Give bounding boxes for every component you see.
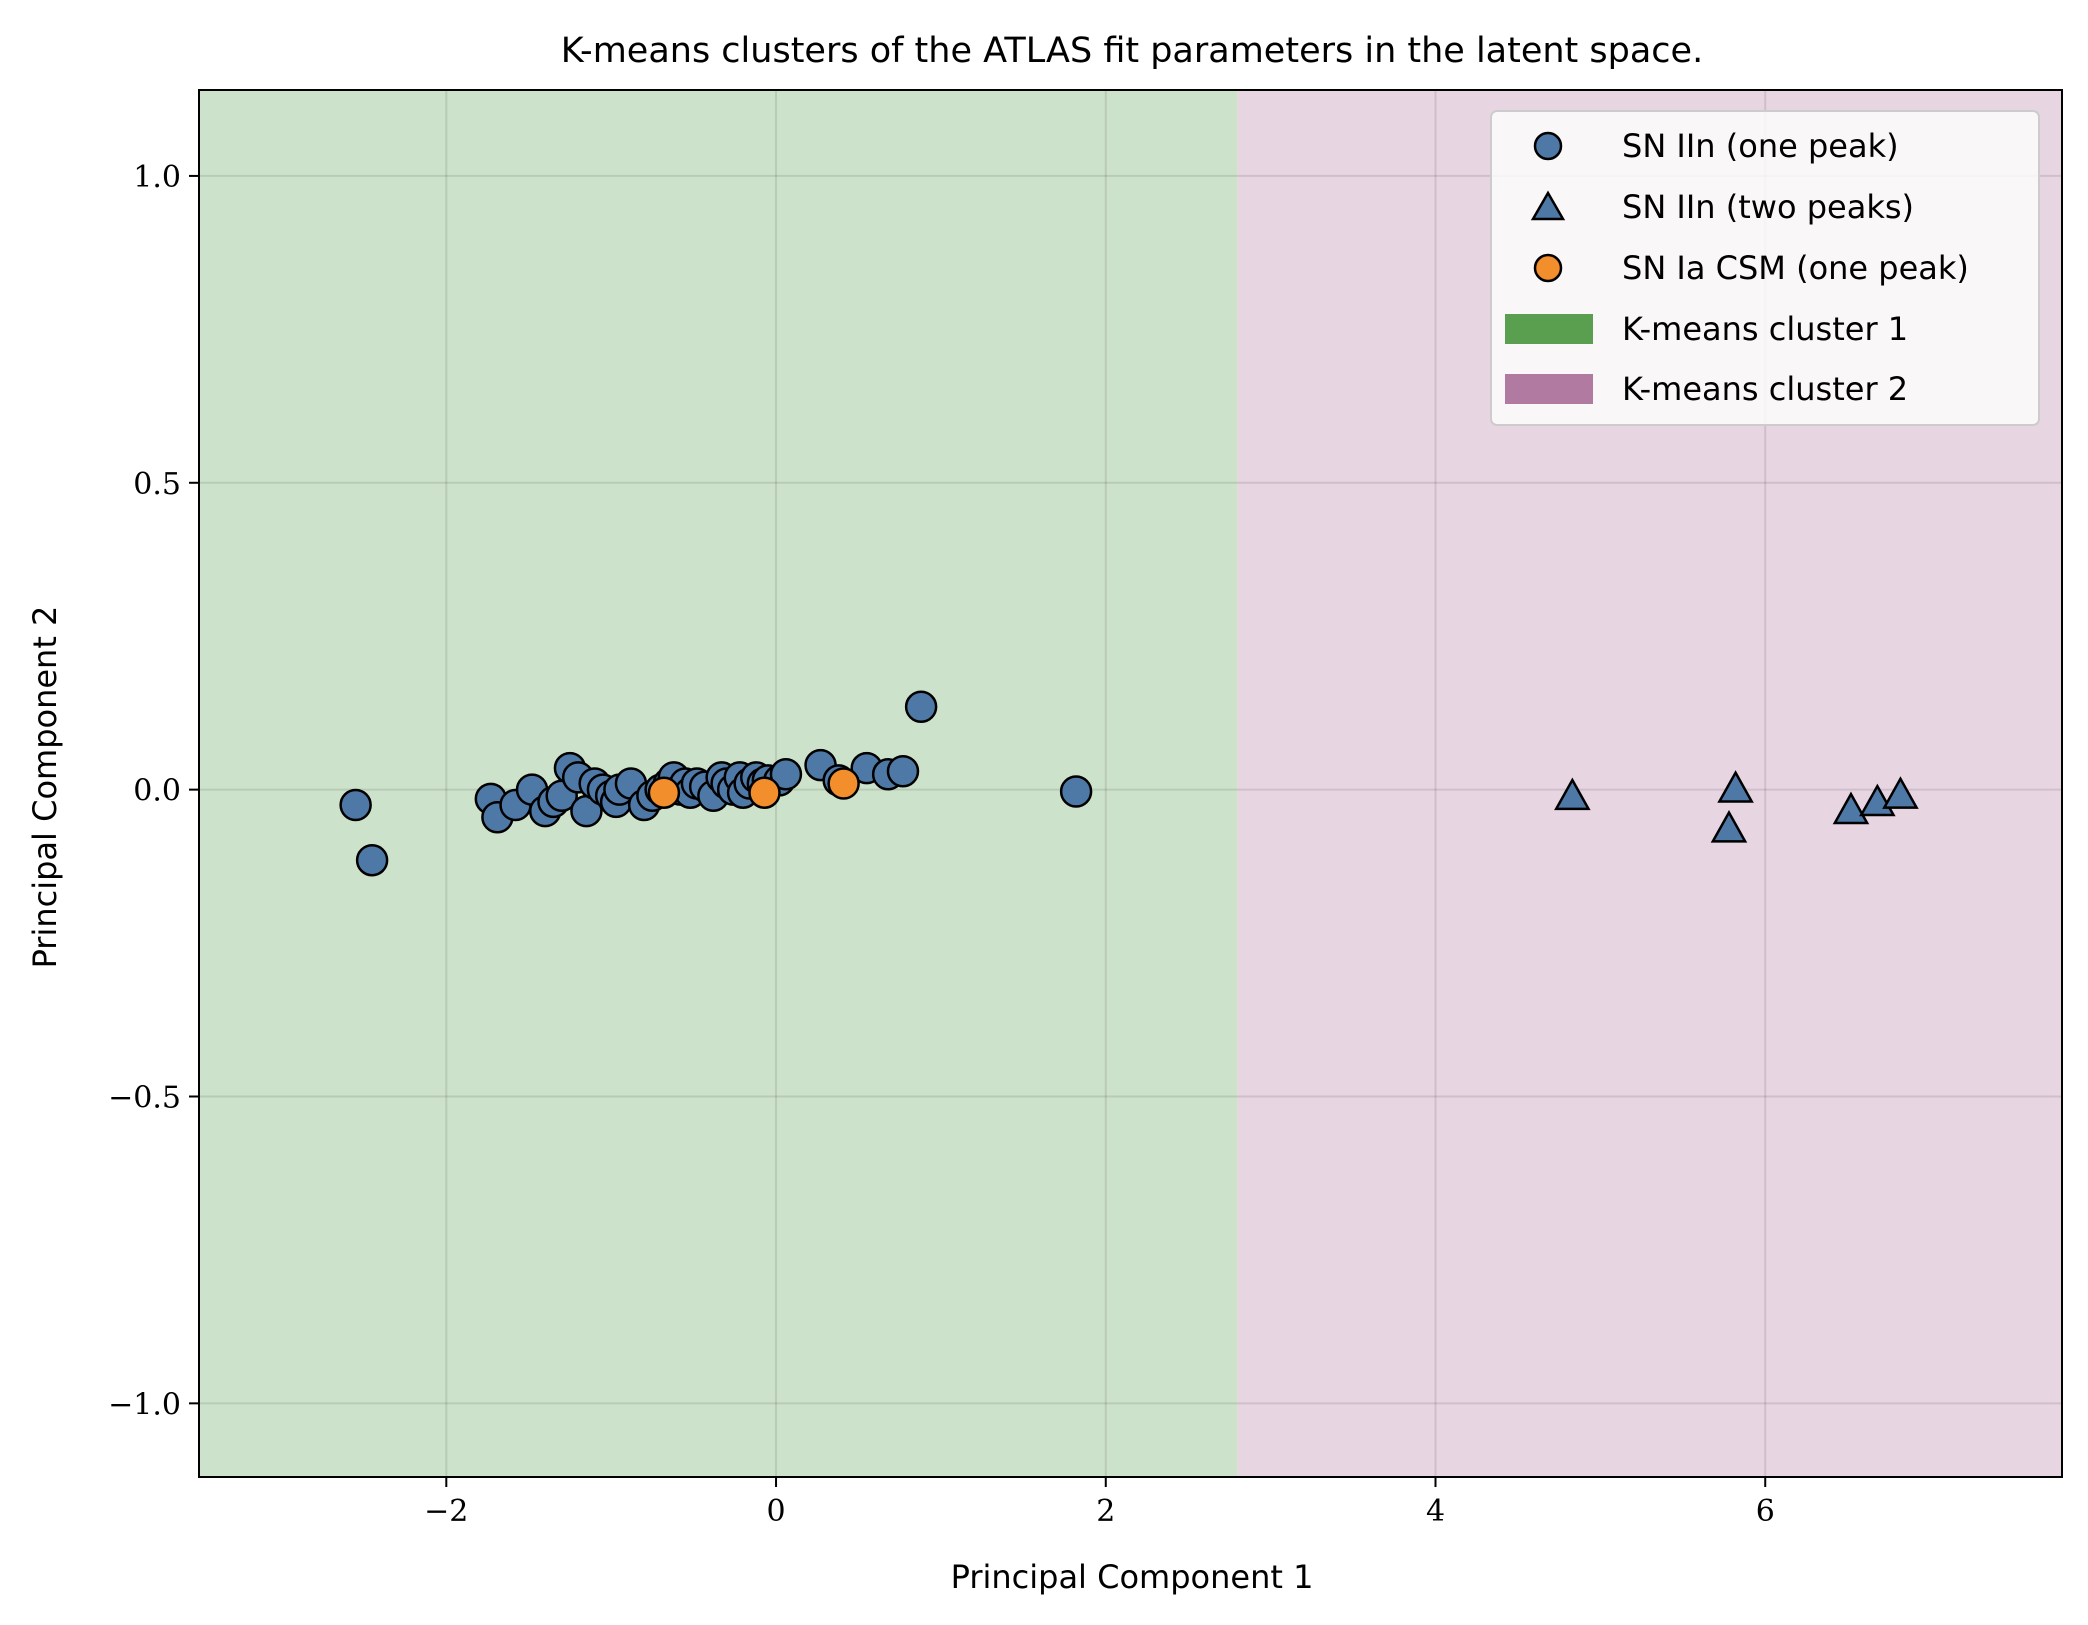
legend-label: SN IIn (two peaks) xyxy=(1622,188,1914,226)
x-tick-label: 0 xyxy=(766,1494,785,1529)
axis-ticks: −2 0 2 4 6 1.0 0.5 0.0 −0.5 −1.0 xyxy=(108,160,1775,1529)
legend: SN IIn (one peak) SN IIn (two peaks) SN … xyxy=(1490,110,2040,426)
data-point-series-3 xyxy=(827,767,860,800)
data-point-series-2 xyxy=(1710,809,1748,843)
legend-entry-cluster-1: K-means cluster 1 xyxy=(1505,310,1908,348)
data-point-series-1 xyxy=(769,758,803,791)
legend-label: K-means cluster 2 xyxy=(1622,370,1908,408)
data-point-series-1 xyxy=(904,690,938,724)
cluster-1-swatch xyxy=(1505,314,1593,344)
x-tick-label: −2 xyxy=(424,1494,468,1529)
data-point-series-3 xyxy=(647,776,681,809)
circle-marker-icon xyxy=(1533,253,1563,283)
legend-label: K-means cluster 1 xyxy=(1622,310,1908,348)
x-axis-label: Principal Component 1 xyxy=(951,1558,1314,1596)
x-tick-label: 4 xyxy=(1426,1494,1445,1529)
y-axis-label: Principal Component 2 xyxy=(26,606,64,969)
legend-label: SN IIn (one peak) xyxy=(1622,127,1899,165)
y-tick-label: 0.0 xyxy=(133,774,181,809)
legend-label: SN Ia CSM (one peak) xyxy=(1622,249,1969,287)
legend-entry-cluster-2: K-means cluster 2 xyxy=(1505,370,1908,408)
x-tick-label: 2 xyxy=(1096,1494,1115,1529)
data-point-series-1 xyxy=(339,788,372,822)
data-point-series-1 xyxy=(1059,775,1093,808)
triangle-marker-icon xyxy=(1530,190,1566,221)
data-point-series-2 xyxy=(1882,776,1919,809)
y-tick-label: −1.0 xyxy=(108,1387,181,1422)
legend-entry-ia-csm: SN Ia CSM (one peak) xyxy=(1533,249,1969,287)
data-point-series-1 xyxy=(886,754,920,788)
legend-box xyxy=(1490,110,2040,426)
data-point-series-2 xyxy=(1832,791,1870,825)
legend-entry-iin-two-peaks: SN IIn (two peaks) xyxy=(1530,188,1914,226)
data-points xyxy=(339,690,1919,877)
y-tick-label: 0.5 xyxy=(133,467,181,502)
data-point-series-1 xyxy=(355,843,389,877)
plot-frame xyxy=(198,89,2063,1478)
chart-title: K-means clusters of the ATLAS fit parame… xyxy=(561,31,1703,71)
y-tick-label: 1.0 xyxy=(133,160,181,195)
cluster-2-swatch xyxy=(1505,374,1593,404)
legend-entry-iin-one-peak: SN IIn (one peak) xyxy=(1533,127,1899,165)
data-point-series-2 xyxy=(1717,770,1754,803)
data-point-series-3 xyxy=(748,776,781,809)
y-tick-label: −0.5 xyxy=(108,1080,181,1115)
x-tick-label: 6 xyxy=(1756,1494,1775,1529)
circle-marker-icon xyxy=(1533,131,1563,161)
data-point-series-2 xyxy=(1554,777,1591,811)
